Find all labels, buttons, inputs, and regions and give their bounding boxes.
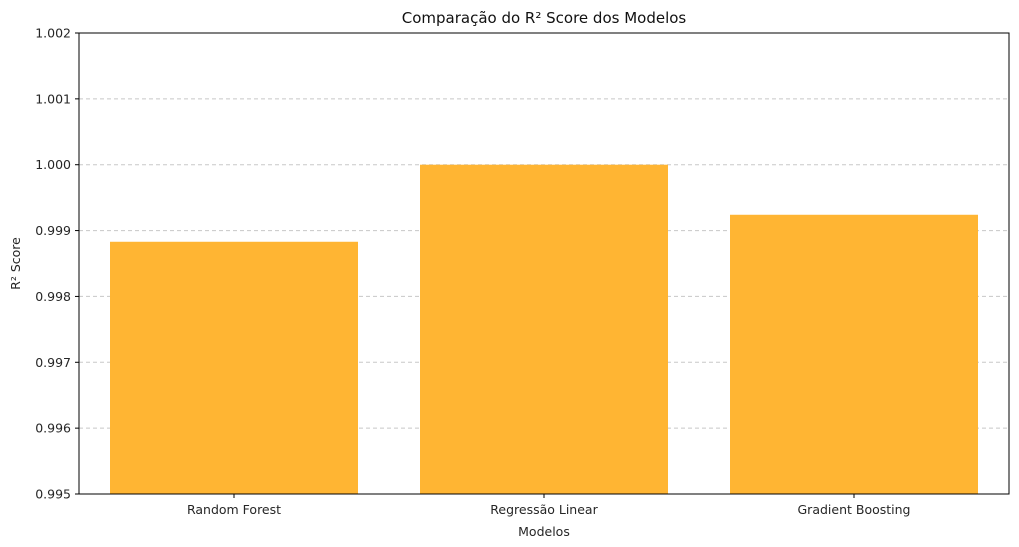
y-tick-label: 1.000 [35,157,71,172]
x-tick-label: Gradient Boosting [798,502,911,517]
x-axis-ticks: Random Forest Regressão Linear Gradient Bo… [187,494,911,517]
y-tick-label: 0.998 [35,289,71,304]
y-tick-label: 1.001 [35,91,71,106]
x-tick-label: Random Forest [187,502,281,517]
y-tick-label: 0.995 [35,487,71,502]
bar [730,214,978,494]
x-tick-label: Regressão Linear [490,502,598,517]
bar [420,164,668,494]
y-tick-label: 0.996 [35,421,71,436]
bar [110,241,358,494]
y-axis-label: R² Score [8,237,23,290]
y-axis-ticks: 0.995 0.996 0.997 0.998 0.999 1.000 1.001 1.002 [35,26,79,502]
y-tick-label: 0.997 [35,355,71,370]
x-axis-label: Modelos [518,524,570,539]
bars [110,164,978,494]
y-tick-label: 0.999 [35,223,71,238]
chart-title: Comparação do R² Score dos Modelos [402,9,687,27]
y-tick-label: 1.002 [35,26,71,41]
